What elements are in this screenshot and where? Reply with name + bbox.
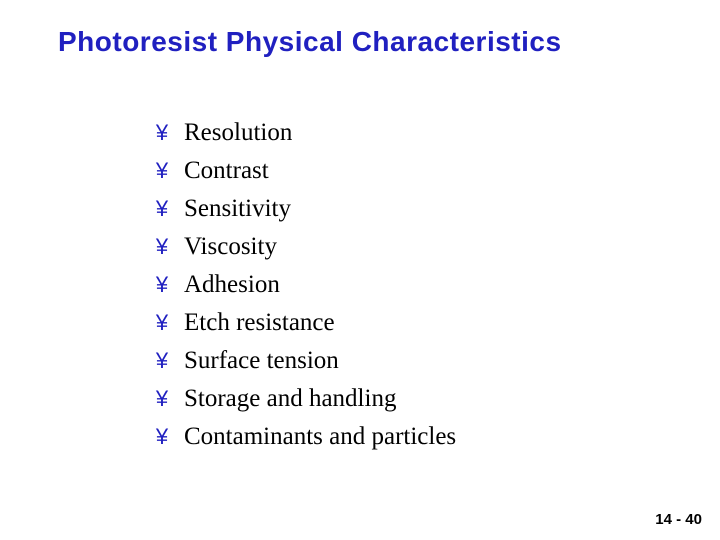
list-item: ¥ Surface tension	[152, 344, 456, 378]
list-item-text: Viscosity	[184, 233, 277, 261]
list-item: ¥ Viscosity	[152, 230, 456, 264]
list-item: ¥ Resolution	[152, 116, 456, 150]
list-item-text: Sensitivity	[184, 195, 291, 223]
list-item-text: Adhesion	[184, 271, 280, 299]
list-item-text: Surface tension	[184, 347, 339, 375]
bullet-icon: ¥	[152, 158, 172, 184]
bullet-icon: ¥	[152, 272, 172, 298]
list-item: ¥ Contaminants and particles	[152, 420, 456, 454]
page-number: 14 - 40	[655, 511, 702, 528]
list-item-text: Contaminants and particles	[184, 423, 456, 451]
bullet-icon: ¥	[152, 386, 172, 412]
bullet-list: ¥ Resolution ¥ Contrast ¥ Sensitivity ¥ Viscosi…	[152, 116, 456, 458]
bullet-icon: ¥	[152, 310, 172, 336]
bullet-icon: ¥	[152, 348, 172, 374]
list-item: ¥ Contrast	[152, 154, 456, 188]
bullet-icon: ¥	[152, 120, 172, 146]
bullet-icon: ¥	[152, 424, 172, 450]
list-item: ¥ Storage and handling	[152, 382, 456, 416]
list-item-text: Etch resistance	[184, 309, 335, 337]
list-item-text: Storage and handling	[184, 385, 396, 413]
list-item-text: Resolution	[184, 119, 292, 147]
list-item: ¥ Sensitivity	[152, 192, 456, 226]
list-item-text: Contrast	[184, 157, 269, 185]
slide-title: Photoresist Physical Characteristics	[58, 26, 562, 58]
list-item: ¥ Etch resistance	[152, 306, 456, 340]
bullet-icon: ¥	[152, 234, 172, 260]
list-item: ¥ Adhesion	[152, 268, 456, 302]
bullet-icon: ¥	[152, 196, 172, 222]
